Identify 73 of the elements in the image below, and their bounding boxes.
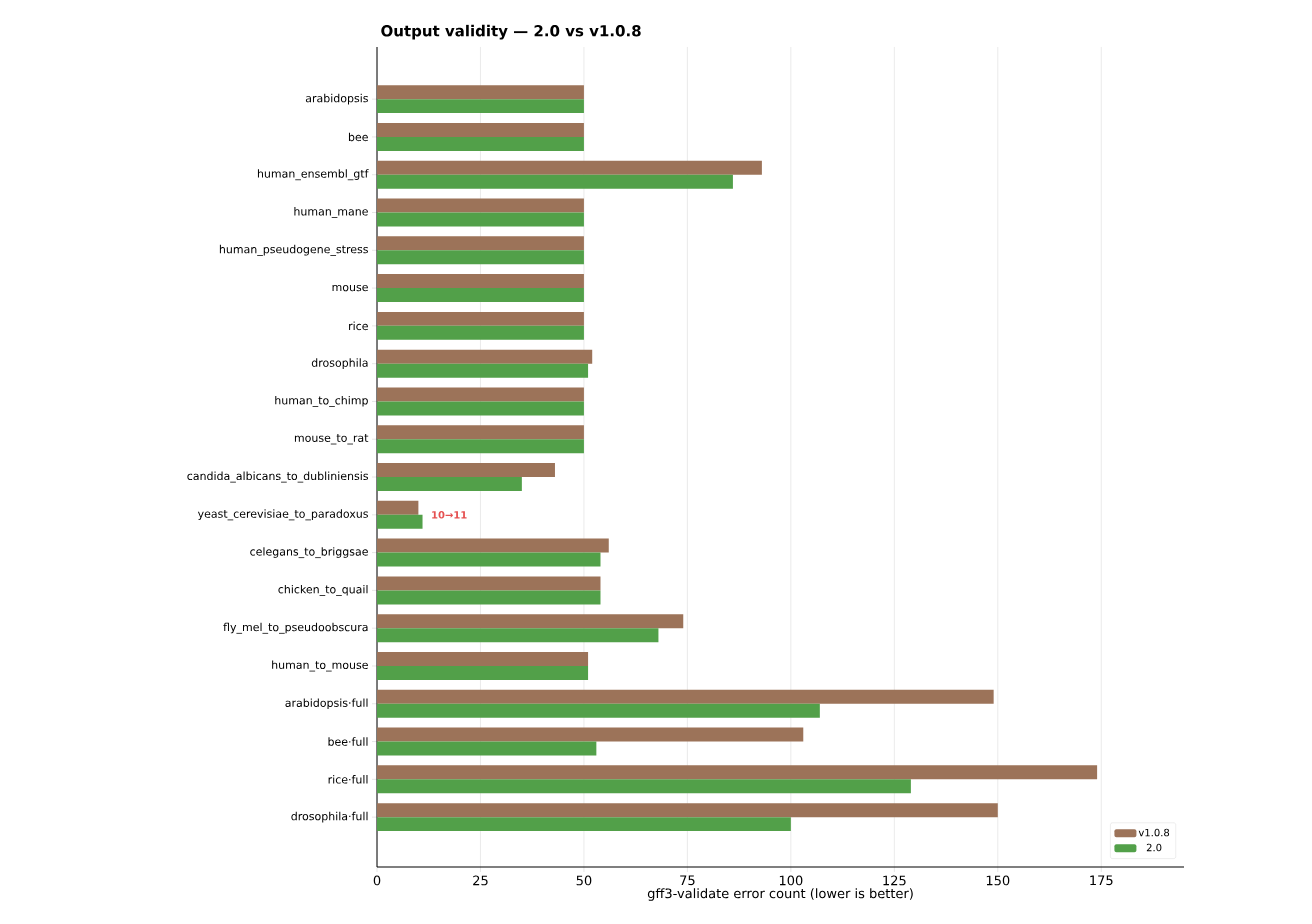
bar [377, 160, 762, 175]
x-tick-label: 175 [1090, 875, 1113, 886]
bar [377, 288, 584, 303]
bar [377, 514, 423, 529]
bar [377, 401, 584, 416]
bar [377, 765, 1098, 780]
x-tick-label: 0 [373, 875, 381, 886]
bar [377, 349, 593, 364]
bar [377, 477, 522, 492]
y-tick-label: yeast_cerevisiae_to_paradoxus [197, 509, 368, 521]
x-tick-label: 50 [576, 875, 592, 886]
bar [377, 174, 733, 189]
y-tick-label: human_to_mouse [272, 660, 368, 672]
bar [377, 198, 584, 213]
legend-label: v1.0.8 [1138, 828, 1170, 837]
bar [377, 614, 684, 629]
bar [377, 311, 584, 326]
bar [377, 817, 791, 832]
x-tick-label: 75 [680, 875, 695, 886]
y-tick-label: arabidopsis·full [285, 698, 368, 710]
bar [377, 212, 584, 227]
x-axis-title: gff3-validate error count (lower is better) [647, 888, 913, 901]
bar [377, 665, 589, 680]
y-tick-label: fly_mel_to_pseudoobscura [223, 622, 368, 634]
annotation: 10→11 [432, 511, 467, 519]
bar [377, 274, 584, 289]
y-tick-label: human_mane [294, 207, 368, 218]
y-tick-label: celegans_to_briggsae [250, 547, 368, 559]
bar [377, 741, 597, 756]
y-tick-label: candida_albicans_to_dubliniensis [187, 471, 368, 483]
bar [377, 779, 911, 794]
bar [377, 628, 659, 643]
bar [377, 122, 584, 137]
bar [377, 463, 555, 478]
y-tick-label: rice·full [328, 775, 368, 784]
chart-title: Output validity — 2.0 vs v1.0.8 [381, 24, 641, 40]
bar [377, 425, 584, 440]
y-tick-label: bee·full [328, 737, 368, 746]
legend-label: 2.0 [1146, 843, 1162, 852]
bar [377, 689, 994, 704]
y-tick-label: mouse [332, 284, 368, 292]
y-tick-label: rice [349, 321, 368, 331]
bar [377, 703, 820, 718]
bar [377, 576, 601, 591]
bar [377, 538, 609, 553]
x-tick-label: 150 [986, 875, 1010, 886]
bar [377, 803, 998, 818]
bar [377, 590, 601, 605]
bar [377, 363, 589, 378]
bar [377, 136, 584, 151]
y-tick-label: mouse_to_rat [294, 434, 369, 445]
bar [377, 325, 584, 340]
y-tick-label: human_pseudogene_stress [219, 244, 368, 256]
y-tick-label: drosophila·full [291, 811, 368, 823]
bar [377, 552, 601, 567]
bar [377, 99, 584, 114]
y-tick-label: human_to_chimp [275, 395, 368, 407]
bar [377, 500, 419, 515]
bar [377, 236, 584, 251]
y-tick-label: drosophila [311, 358, 368, 369]
bar [377, 439, 584, 454]
y-tick-label: bee [348, 132, 368, 142]
bar [377, 387, 584, 402]
x-tick-label: 125 [883, 875, 906, 886]
bar [377, 651, 589, 666]
bar [377, 85, 584, 100]
y-tick-label: arabidopsis [305, 93, 368, 105]
y-tick-label: chicken_to_quail [278, 584, 368, 596]
bar [377, 727, 804, 742]
bar [377, 250, 584, 265]
y-tick-label: human_ensembl_gtf [257, 169, 369, 181]
x-tick-label: 100 [779, 875, 803, 886]
x-tick-label: 25 [473, 875, 488, 886]
